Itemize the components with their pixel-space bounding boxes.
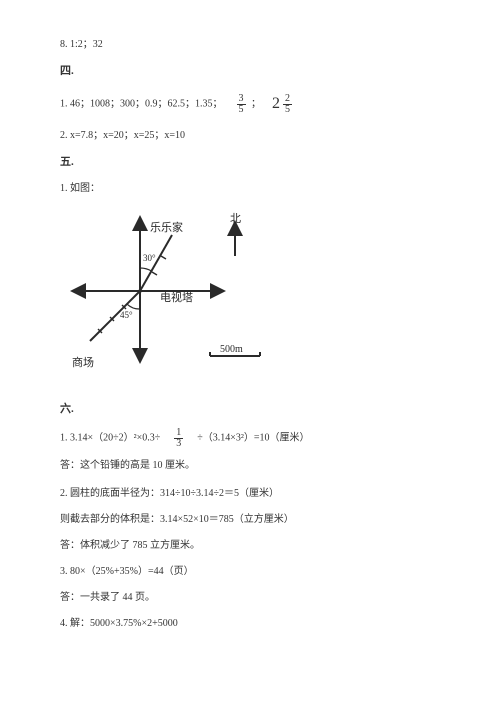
label-tv: 电视塔	[160, 290, 193, 304]
mixed-2-2-5: 2 2 5	[272, 90, 295, 119]
section-4-heading: 四.	[60, 62, 450, 82]
frac-den: 5	[237, 105, 246, 115]
fraction-3-5: 3 5	[237, 94, 246, 115]
label-lele: 乐乐家	[150, 220, 183, 234]
sec4-line1-part-a: 1. 46；1008；300；0.9；62.5；1.35；	[60, 98, 223, 109]
label-45deg: 45°	[120, 310, 133, 320]
label-bei: 北	[230, 212, 241, 225]
sec6-p3-a: 3. 80×（25%+35%）=44（页）	[60, 563, 450, 581]
sec4-sep: ；	[251, 98, 264, 109]
label-30deg: 30°	[143, 253, 156, 263]
sec4-line2: 2. x=7.8；x=20；x=25；x=10	[60, 127, 450, 145]
sec6-p4-a: 4. 解：5000×3.75%×2+5000	[60, 615, 450, 633]
sec6-p3-ans: 答：一共录了 44 页。	[60, 589, 450, 607]
label-500m: 500m	[220, 344, 243, 355]
compass-diagram: 乐乐家 北 电视塔 商场 500m 30° 45°	[60, 206, 300, 386]
frac-den: 3	[174, 439, 183, 449]
label-shangchang: 商场	[72, 355, 94, 369]
sec6-p2-ans: 答：体积减少了 785 立方厘米。	[60, 537, 450, 555]
section-5-heading: 五.	[60, 153, 450, 173]
document-page: 8. 1:2；32 四. 1. 46；1008；300；0.9；62.5；1.3…	[0, 0, 500, 661]
mixed-whole: 2	[272, 95, 280, 112]
section-6-heading: 六.	[60, 400, 450, 420]
fraction-1-3: 1 3	[174, 428, 183, 449]
sec4-line1: 1. 46；1008；300；0.9；62.5；1.35； 3 5 ； 2 2 …	[60, 90, 450, 119]
sec6-p1-a: 1. 3.14×（20÷2）²×0.3÷	[60, 433, 160, 444]
mixed-den: 5	[283, 105, 292, 115]
sec6-p2-a: 2. 圆柱的底面半径为：314÷10÷3.14÷2＝5（厘米）	[60, 485, 450, 503]
sec6-p2-b: 则截去部分的体积是：3.14×52×10＝785（立方厘米）	[60, 511, 450, 529]
sec6-p1-b: ÷（3.14×3²）=10（厘米）	[197, 433, 309, 444]
q8-line: 8. 1:2；32	[60, 36, 450, 54]
sec5-line1: 1. 如图：	[60, 180, 450, 198]
sec6-p1-ans: 答：这个铅锤的高是 10 厘米。	[60, 457, 450, 475]
sec6-p1: 1. 3.14×（20÷2）²×0.3÷ 1 3 ÷（3.14×3²）=10（厘…	[60, 428, 450, 449]
